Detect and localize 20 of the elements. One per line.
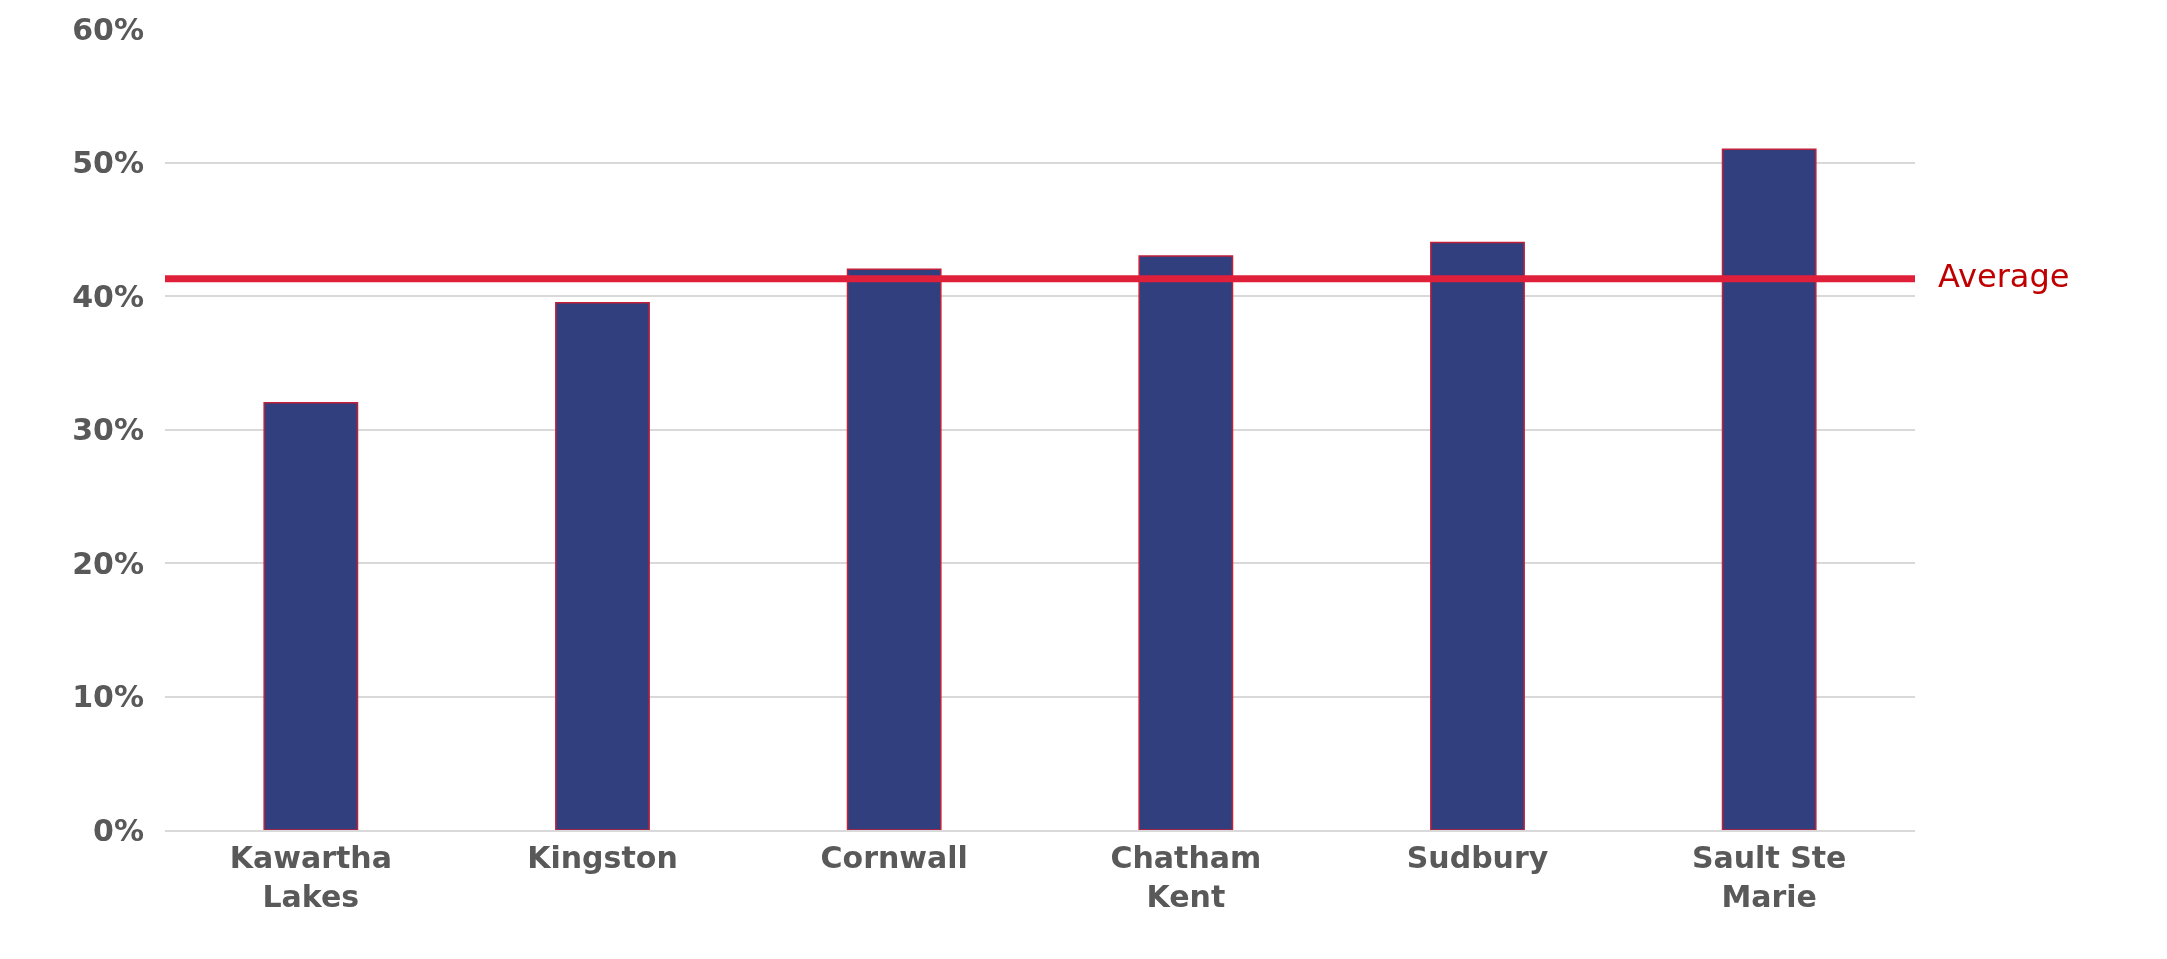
y-tick-label: 20%	[72, 545, 144, 581]
x-tick-label: Sudbury	[1406, 840, 1549, 875]
y-tick-label: 60%	[72, 11, 144, 47]
x-tick-label: Kawartha Lakes	[229, 840, 392, 914]
y-tick-label: 50%	[72, 145, 144, 180]
bar	[1430, 241, 1525, 830]
x-tick-label: Chatham Kent	[1110, 840, 1262, 914]
ref-line-label: Average	[1938, 257, 2070, 295]
y-tick-label: 0%	[93, 812, 144, 848]
x-tick-label: Sault Ste Marie	[1691, 840, 1847, 914]
bar	[1138, 255, 1234, 830]
bar	[555, 301, 650, 830]
y-tick-label: 40%	[72, 278, 144, 314]
y-tick-label: 30%	[72, 412, 144, 447]
bar	[263, 402, 359, 830]
y-tick-label: 10%	[72, 679, 144, 714]
bar	[846, 268, 942, 830]
x-tick-label: Kingston	[527, 840, 678, 875]
bar	[1721, 148, 1817, 830]
x-tick-label: Cornwall	[820, 840, 968, 875]
